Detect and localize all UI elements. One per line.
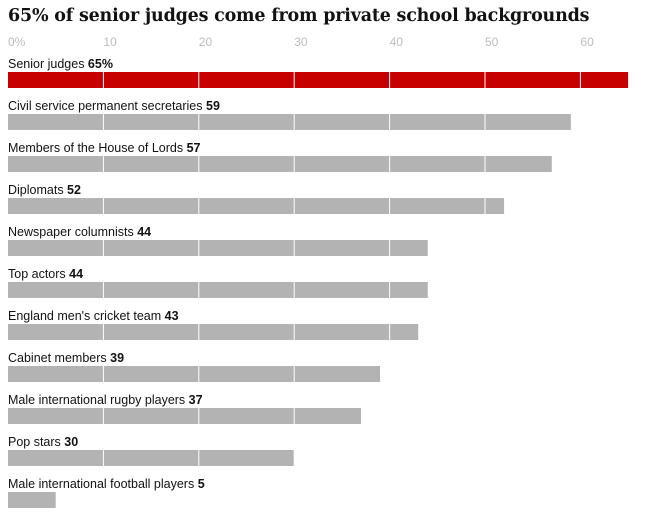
value-label: 65% xyxy=(88,57,113,71)
category-label: Top actors xyxy=(8,267,69,281)
bar-label: Cabinet members 39 xyxy=(8,351,124,365)
bar xyxy=(8,366,381,382)
value-label: 44 xyxy=(69,267,83,281)
bar-label: Senior judges 65% xyxy=(8,57,113,71)
value-label: 44 xyxy=(137,225,151,239)
x-tick-label: 20 xyxy=(199,35,213,49)
bar xyxy=(8,156,552,172)
x-tick-label: 60 xyxy=(580,35,594,49)
value-label: 52 xyxy=(67,183,81,197)
bar xyxy=(8,282,428,298)
bar-label: Pop stars 30 xyxy=(8,435,78,449)
bar xyxy=(8,72,629,88)
chart-title: 65% of senior judges come from private s… xyxy=(8,6,590,26)
category-label: Pop stars xyxy=(8,435,64,449)
bar xyxy=(8,408,361,424)
bar-label: Members of the House of Lords 57 xyxy=(8,141,201,155)
bar xyxy=(8,324,419,340)
category-label: Members of the House of Lords xyxy=(8,141,187,155)
bar xyxy=(8,492,56,508)
bar xyxy=(8,114,571,130)
value-label: 43 xyxy=(165,309,179,323)
category-label: Civil service permanent secretaries xyxy=(8,99,206,113)
value-label: 5 xyxy=(198,477,205,491)
category-label: England men's cricket team xyxy=(8,309,165,323)
bar-label: Newspaper columnists 44 xyxy=(8,225,151,239)
category-label: Senior judges xyxy=(8,57,88,71)
value-label: 37 xyxy=(189,393,203,407)
category-label: Newspaper columnists xyxy=(8,225,137,239)
x-tick-label: 0% xyxy=(8,35,26,49)
bar-label: England men's cricket team 43 xyxy=(8,309,179,323)
value-label: 57 xyxy=(187,141,201,155)
category-label: Diplomats xyxy=(8,183,67,197)
bar xyxy=(8,198,505,214)
bar-label: Civil service permanent secretaries 59 xyxy=(8,99,220,113)
category-label: Male international football players xyxy=(8,477,198,491)
category-label: Male international rugby players xyxy=(8,393,189,407)
bar-label: Top actors 44 xyxy=(8,267,83,281)
value-label: 30 xyxy=(64,435,78,449)
x-tick-label: 30 xyxy=(294,35,308,49)
x-tick-label: 50 xyxy=(485,35,499,49)
bar xyxy=(8,450,295,466)
bar xyxy=(8,240,428,256)
value-label: 59 xyxy=(206,99,220,113)
category-label: Cabinet members xyxy=(8,351,110,365)
x-tick-label: 10 xyxy=(103,35,117,49)
x-tick-label: 40 xyxy=(390,35,404,49)
bar-label: Male international rugby players 37 xyxy=(8,393,203,407)
value-label: 39 xyxy=(110,351,124,365)
bar-label: Male international football players 5 xyxy=(8,477,205,491)
bar-label: Diplomats 52 xyxy=(8,183,81,197)
